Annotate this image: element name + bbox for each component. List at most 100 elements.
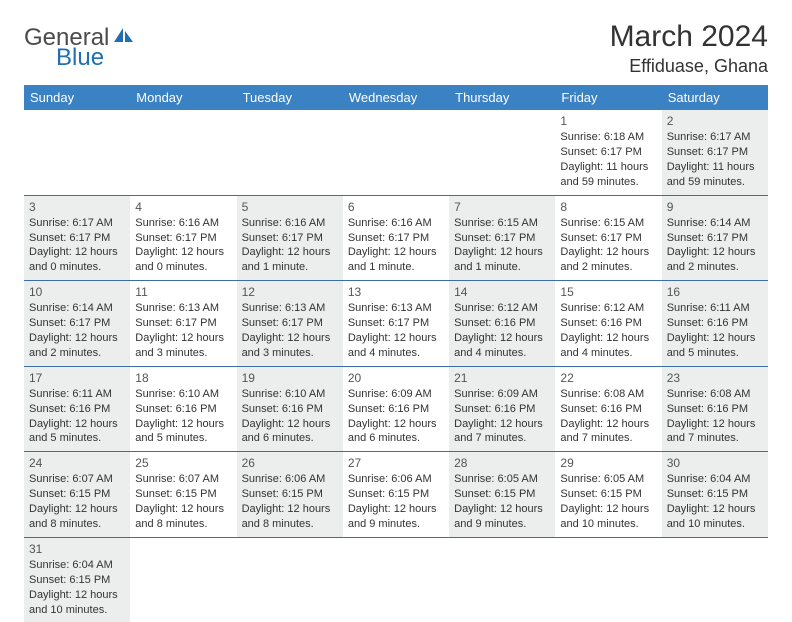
sunset-text: Sunset: 6:17 PM xyxy=(348,231,444,246)
day-number: 7 xyxy=(454,199,550,215)
sunset-text: Sunset: 6:17 PM xyxy=(560,231,656,246)
sunset-text: Sunset: 6:16 PM xyxy=(348,402,444,417)
sunset-text: Sunset: 6:17 PM xyxy=(667,145,763,160)
calendar-cell: 12Sunrise: 6:13 AMSunset: 6:17 PMDayligh… xyxy=(237,281,343,367)
sunset-text: Sunset: 6:16 PM xyxy=(454,316,550,331)
calendar-cell xyxy=(662,537,768,622)
calendar-cell xyxy=(237,110,343,195)
sunrise-text: Sunrise: 6:07 AM xyxy=(29,472,125,487)
daylight-text: Daylight: 12 hours and 8 minutes. xyxy=(242,502,338,532)
sunrise-text: Sunrise: 6:18 AM xyxy=(560,130,656,145)
day-number: 6 xyxy=(348,199,444,215)
sunset-text: Sunset: 6:17 PM xyxy=(560,145,656,160)
sunrise-text: Sunrise: 6:13 AM xyxy=(348,301,444,316)
calendar-cell: 31Sunrise: 6:04 AMSunset: 6:15 PMDayligh… xyxy=(24,537,130,622)
sunrise-text: Sunrise: 6:09 AM xyxy=(454,387,550,402)
sunrise-text: Sunrise: 6:12 AM xyxy=(454,301,550,316)
header: General March 2024 Effiduase, Ghana xyxy=(24,20,768,77)
sail-icon xyxy=(113,27,135,50)
calendar-cell: 3Sunrise: 6:17 AMSunset: 6:17 PMDaylight… xyxy=(24,195,130,281)
sunset-text: Sunset: 6:16 PM xyxy=(667,316,763,331)
daylight-text: Daylight: 11 hours and 59 minutes. xyxy=(560,160,656,190)
calendar-cell: 16Sunrise: 6:11 AMSunset: 6:16 PMDayligh… xyxy=(662,281,768,367)
sunset-text: Sunset: 6:17 PM xyxy=(242,316,338,331)
sunset-text: Sunset: 6:17 PM xyxy=(348,316,444,331)
sunrise-text: Sunrise: 6:06 AM xyxy=(242,472,338,487)
calendar-row: 17Sunrise: 6:11 AMSunset: 6:16 PMDayligh… xyxy=(24,366,768,452)
col-tuesday: Tuesday xyxy=(237,85,343,110)
sunset-text: Sunset: 6:15 PM xyxy=(348,487,444,502)
day-number: 30 xyxy=(667,455,763,471)
sunrise-text: Sunrise: 6:10 AM xyxy=(242,387,338,402)
day-number: 20 xyxy=(348,370,444,386)
calendar-cell: 28Sunrise: 6:05 AMSunset: 6:15 PMDayligh… xyxy=(449,452,555,538)
day-number: 2 xyxy=(667,113,763,129)
daylight-text: Daylight: 12 hours and 0 minutes. xyxy=(135,245,231,275)
daylight-text: Daylight: 12 hours and 10 minutes. xyxy=(29,588,125,618)
calendar-cell xyxy=(449,110,555,195)
calendar-row: 3Sunrise: 6:17 AMSunset: 6:17 PMDaylight… xyxy=(24,195,768,281)
daylight-text: Daylight: 12 hours and 9 minutes. xyxy=(348,502,444,532)
sunrise-text: Sunrise: 6:10 AM xyxy=(135,387,231,402)
sunrise-text: Sunrise: 6:05 AM xyxy=(560,472,656,487)
sunset-text: Sunset: 6:15 PM xyxy=(29,573,125,588)
month-title: March 2024 xyxy=(610,20,768,54)
sunset-text: Sunset: 6:17 PM xyxy=(135,316,231,331)
day-number: 9 xyxy=(667,199,763,215)
daylight-text: Daylight: 12 hours and 0 minutes. xyxy=(29,245,125,275)
sunrise-text: Sunrise: 6:11 AM xyxy=(667,301,763,316)
sunrise-text: Sunrise: 6:04 AM xyxy=(29,558,125,573)
sunset-text: Sunset: 6:15 PM xyxy=(29,487,125,502)
daylight-text: Daylight: 12 hours and 3 minutes. xyxy=(135,331,231,361)
day-number: 5 xyxy=(242,199,338,215)
title-block: March 2024 Effiduase, Ghana xyxy=(610,20,768,77)
calendar-cell: 7Sunrise: 6:15 AMSunset: 6:17 PMDaylight… xyxy=(449,195,555,281)
calendar-cell xyxy=(449,537,555,622)
calendar-cell: 26Sunrise: 6:06 AMSunset: 6:15 PMDayligh… xyxy=(237,452,343,538)
daylight-text: Daylight: 12 hours and 6 minutes. xyxy=(242,417,338,447)
day-number: 11 xyxy=(135,284,231,300)
sunset-text: Sunset: 6:15 PM xyxy=(242,487,338,502)
day-number: 23 xyxy=(667,370,763,386)
day-number: 10 xyxy=(29,284,125,300)
day-number: 16 xyxy=(667,284,763,300)
daylight-text: Daylight: 12 hours and 4 minutes. xyxy=(454,331,550,361)
calendar-cell: 18Sunrise: 6:10 AMSunset: 6:16 PMDayligh… xyxy=(130,366,236,452)
day-number: 29 xyxy=(560,455,656,471)
calendar-cell: 9Sunrise: 6:14 AMSunset: 6:17 PMDaylight… xyxy=(662,195,768,281)
calendar-row: 24Sunrise: 6:07 AMSunset: 6:15 PMDayligh… xyxy=(24,452,768,538)
daylight-text: Daylight: 12 hours and 1 minute. xyxy=(348,245,444,275)
sunrise-text: Sunrise: 6:12 AM xyxy=(560,301,656,316)
calendar-cell: 22Sunrise: 6:08 AMSunset: 6:16 PMDayligh… xyxy=(555,366,661,452)
sunrise-text: Sunrise: 6:17 AM xyxy=(29,216,125,231)
sunrise-text: Sunrise: 6:04 AM xyxy=(667,472,763,487)
sunrise-text: Sunrise: 6:08 AM xyxy=(667,387,763,402)
daylight-text: Daylight: 12 hours and 2 minutes. xyxy=(560,245,656,275)
sunset-text: Sunset: 6:17 PM xyxy=(242,231,338,246)
daylight-text: Daylight: 12 hours and 9 minutes. xyxy=(454,502,550,532)
sunset-text: Sunset: 6:15 PM xyxy=(454,487,550,502)
sunrise-text: Sunrise: 6:15 AM xyxy=(454,216,550,231)
sunset-text: Sunset: 6:16 PM xyxy=(242,402,338,417)
weekday-header-row: Sunday Monday Tuesday Wednesday Thursday… xyxy=(24,85,768,110)
col-saturday: Saturday xyxy=(662,85,768,110)
daylight-text: Daylight: 12 hours and 10 minutes. xyxy=(560,502,656,532)
calendar-cell: 27Sunrise: 6:06 AMSunset: 6:15 PMDayligh… xyxy=(343,452,449,538)
daylight-text: Daylight: 12 hours and 1 minute. xyxy=(242,245,338,275)
calendar-row: 31Sunrise: 6:04 AMSunset: 6:15 PMDayligh… xyxy=(24,537,768,622)
sunset-text: Sunset: 6:17 PM xyxy=(667,231,763,246)
day-number: 15 xyxy=(560,284,656,300)
sunrise-text: Sunrise: 6:16 AM xyxy=(135,216,231,231)
col-wednesday: Wednesday xyxy=(343,85,449,110)
calendar-cell: 13Sunrise: 6:13 AMSunset: 6:17 PMDayligh… xyxy=(343,281,449,367)
daylight-text: Daylight: 12 hours and 7 minutes. xyxy=(560,417,656,447)
daylight-text: Daylight: 12 hours and 4 minutes. xyxy=(348,331,444,361)
sunrise-text: Sunrise: 6:16 AM xyxy=(348,216,444,231)
daylight-text: Daylight: 12 hours and 10 minutes. xyxy=(667,502,763,532)
day-number: 22 xyxy=(560,370,656,386)
col-friday: Friday xyxy=(555,85,661,110)
col-sunday: Sunday xyxy=(24,85,130,110)
daylight-text: Daylight: 12 hours and 5 minutes. xyxy=(135,417,231,447)
calendar-cell: 20Sunrise: 6:09 AMSunset: 6:16 PMDayligh… xyxy=(343,366,449,452)
calendar-row: 1Sunrise: 6:18 AMSunset: 6:17 PMDaylight… xyxy=(24,110,768,195)
